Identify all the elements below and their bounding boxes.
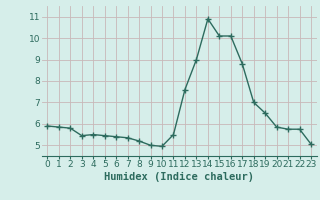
X-axis label: Humidex (Indice chaleur): Humidex (Indice chaleur) — [104, 172, 254, 182]
